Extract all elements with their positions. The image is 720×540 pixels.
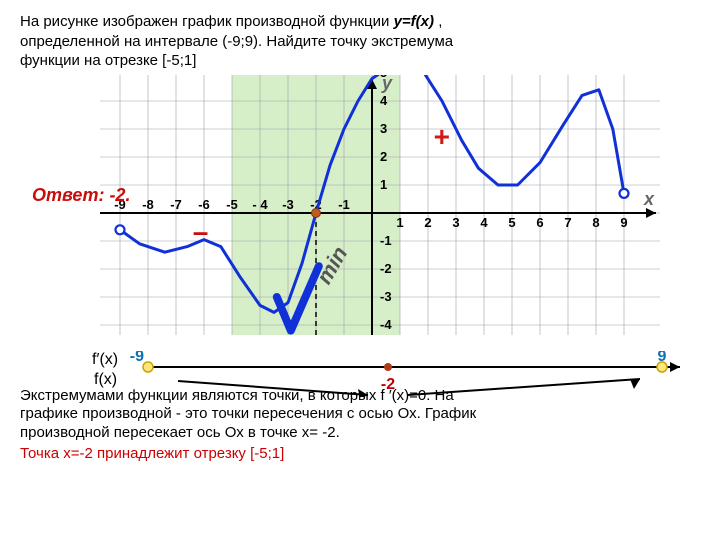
svg-text:1: 1 bbox=[396, 215, 403, 230]
problem-line1c: , bbox=[438, 13, 442, 30]
svg-text:-1: -1 bbox=[380, 233, 392, 248]
svg-text:х: х bbox=[643, 189, 655, 209]
svg-text:9: 9 bbox=[620, 215, 627, 230]
svg-text:4: 4 bbox=[380, 93, 388, 108]
explain-l3: производной пересекает ось Ох в точке х=… bbox=[20, 424, 340, 441]
svg-text:- 4: - 4 bbox=[252, 197, 268, 212]
svg-text:2: 2 bbox=[380, 149, 387, 164]
svg-text:-6: -6 bbox=[198, 197, 210, 212]
svg-text:-7: -7 bbox=[170, 197, 182, 212]
svg-text:1: 1 bbox=[380, 177, 387, 192]
svg-text:9: 9 bbox=[658, 351, 667, 365]
svg-text:2: 2 bbox=[424, 215, 431, 230]
svg-text:-3: -3 bbox=[282, 197, 294, 212]
problem-line1a: На рисунке изображен график производной … bbox=[20, 13, 394, 30]
derivative-chart: -9-8-7-6-5- 4-3-2-112345678912345-1-2-3-… bbox=[100, 75, 660, 335]
answer-label: Ответ: -2. bbox=[32, 185, 130, 206]
svg-text:4: 4 bbox=[480, 215, 488, 230]
chart-area: Ответ: -2. -9-8-7-6-5- 4-3-2-11234567891… bbox=[100, 75, 660, 355]
sign-line-svg: -9 9 -2 bbox=[90, 351, 710, 397]
svg-text:-5: -5 bbox=[226, 197, 238, 212]
svg-text:-2: -2 bbox=[380, 261, 392, 276]
svg-text:8: 8 bbox=[592, 215, 599, 230]
svg-text:-8: -8 bbox=[142, 197, 154, 212]
svg-text:-1: -1 bbox=[338, 197, 350, 212]
red-note: Точка х=-2 принадлежит отрезку [-5;1] bbox=[20, 445, 700, 462]
svg-text:5: 5 bbox=[508, 215, 515, 230]
svg-text:6: 6 bbox=[536, 215, 543, 230]
fprime-label: f′(x) bbox=[92, 351, 118, 369]
svg-text:–: – bbox=[193, 216, 209, 247]
svg-text:-9: -9 bbox=[130, 351, 144, 365]
f-label: f(x) bbox=[94, 371, 117, 389]
svg-text:+: + bbox=[434, 120, 450, 151]
svg-text:7: 7 bbox=[564, 215, 571, 230]
svg-text:-2: -2 bbox=[381, 376, 395, 393]
svg-text:-3: -3 bbox=[380, 289, 392, 304]
problem-statement: На рисунке изображен график производной … bbox=[20, 12, 700, 71]
svg-text:3: 3 bbox=[380, 121, 387, 136]
explain-l2: графике производной - это точки пересече… bbox=[20, 405, 476, 422]
problem-line1b: y=f(x) bbox=[394, 13, 434, 30]
svg-text:-4: -4 bbox=[380, 317, 392, 332]
svg-text:у: у bbox=[381, 75, 393, 93]
sign-diagram: -99-2 f′(x) f(x) bbox=[90, 351, 690, 381]
problem-line2: определенной на интервале (-9;9). Найдит… bbox=[20, 33, 453, 50]
problem-line3: функции на отрезке [-5;1] bbox=[20, 52, 196, 69]
svg-text:3: 3 bbox=[452, 215, 459, 230]
